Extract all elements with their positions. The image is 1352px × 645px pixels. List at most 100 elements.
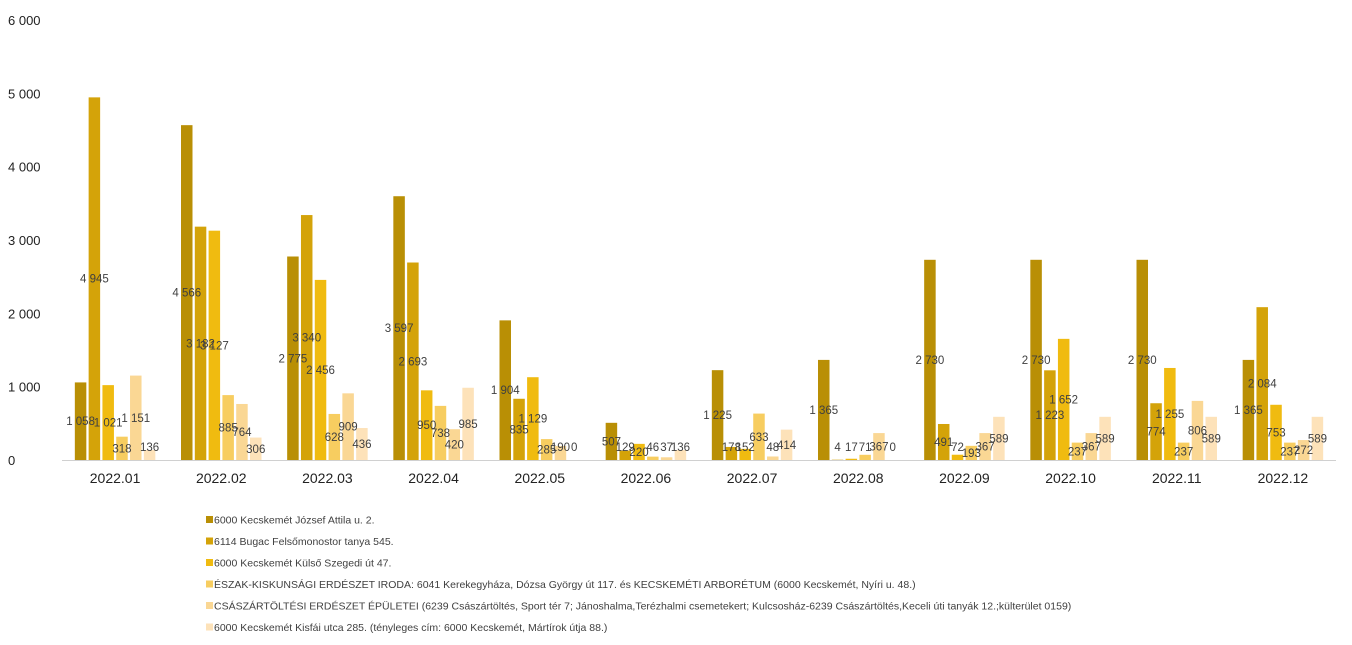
bar-value-label: 909: [339, 422, 358, 434]
bar: [924, 259, 936, 460]
bar: [979, 433, 991, 460]
bar-value-label: 4 945: [80, 274, 109, 286]
bar: [540, 439, 553, 460]
bar-value-label: 1 255: [1155, 409, 1184, 421]
bar: [780, 429, 793, 460]
bar-value-label: 414: [777, 440, 797, 452]
bar: [222, 395, 234, 460]
x-axis-labels: 2022.01 2022.02 2022.03 2022.04 2022.05 2022.…: [90, 470, 1309, 486]
bar-value-label: 237: [1068, 446, 1087, 458]
bar-value-label: 178: [722, 442, 741, 454]
bars: [74, 97, 1324, 460]
bar: [767, 456, 779, 460]
bar-value-label: 589: [1202, 433, 1221, 445]
x-tick-label: 2022.01: [90, 470, 141, 486]
bar: [499, 320, 511, 460]
bar-value-label: 48: [766, 442, 779, 454]
bar: [1085, 433, 1098, 460]
x-tick-label: 2022.10: [1045, 470, 1096, 486]
x-tick-label: 2022.09: [939, 470, 990, 486]
bar-value-label: 420: [445, 440, 464, 452]
bar: [739, 448, 751, 460]
bar: [102, 385, 114, 460]
bar: [1297, 440, 1310, 460]
bar-value-label: 4: [834, 442, 841, 454]
bar-value-label: 71: [859, 442, 872, 454]
bar-value-label: 2 730: [1128, 355, 1157, 367]
bar-value-label: 628: [325, 432, 344, 444]
bar-value-label: 2 084: [1248, 379, 1277, 391]
bar-value-label: 806: [1188, 425, 1207, 437]
bar: [937, 423, 950, 460]
y-tick-label: 2 000: [8, 306, 41, 321]
bar: [1099, 416, 1111, 460]
bar: [1057, 338, 1070, 460]
bar: [342, 393, 354, 460]
x-tick-label: 2022.12: [1258, 470, 1309, 486]
legend-swatch: [206, 559, 213, 566]
bar: [393, 196, 405, 460]
bar: [660, 457, 673, 460]
bar: [74, 382, 87, 460]
bar-value-label: 367: [1082, 442, 1101, 454]
bar-value-label: 633: [749, 432, 768, 444]
bar: [1136, 259, 1148, 460]
bar: [711, 370, 724, 460]
bar: [1311, 416, 1324, 460]
legend-swatch: [206, 623, 213, 631]
bar-value-label: 285: [537, 445, 556, 457]
bar-value-label: 1 365: [809, 405, 838, 417]
bar-value-label: 764: [232, 427, 252, 439]
bar-value-label: 589: [1308, 433, 1327, 445]
bar-value-label: 3 127: [200, 340, 229, 352]
y-tick-label: 4 000: [8, 160, 41, 175]
bar: [130, 375, 142, 460]
bar-value-label: 2 456: [306, 365, 335, 377]
bar-value-label: 1 058: [66, 416, 95, 428]
bar: [208, 230, 221, 460]
x-tick-label: 2022.08: [833, 470, 884, 486]
bar: [818, 359, 830, 460]
bar-value-label: 152: [736, 442, 755, 454]
legend-swatch: [206, 580, 213, 588]
bar: [420, 390, 433, 460]
bar-value-label: 136: [671, 442, 690, 454]
bar: [328, 413, 341, 460]
x-tick-label: 2022.07: [727, 470, 778, 486]
x-tick-label: 2022.06: [621, 470, 672, 486]
bar-value-label: 0: [571, 442, 577, 454]
bar: [88, 97, 101, 460]
bar: [143, 450, 156, 460]
bar-value-label: 318: [112, 443, 131, 455]
bar-value-label: 589: [1095, 433, 1114, 445]
bar: [1284, 442, 1296, 460]
x-tick-label: 2022.02: [196, 470, 247, 486]
bar: [951, 454, 964, 460]
bar-value-label: 0: [890, 442, 896, 454]
bar-value-label: 507: [602, 436, 621, 448]
bar-value-label: 3 597: [385, 323, 414, 335]
bar: [1044, 370, 1056, 460]
legend-label: 6000 Kecskemét Kisfái utca 285. (tényleg…: [214, 622, 607, 634]
bar: [250, 437, 262, 460]
bar-value-label: 1 223: [1035, 410, 1064, 422]
bar-value-label: 491: [934, 437, 953, 449]
legend-swatch: [206, 516, 213, 523]
bar-value-label: 272: [1294, 445, 1313, 457]
bar-value-label: 17: [845, 442, 858, 454]
bar: [287, 256, 299, 460]
bar-value-label: 1 151: [121, 413, 150, 425]
bar-value-label: 306: [246, 444, 265, 456]
bar-value-label: 1 652: [1049, 394, 1078, 406]
bar: [356, 428, 368, 460]
bar: [725, 446, 738, 460]
x-tick-label: 2022.04: [408, 470, 459, 486]
bar-value-label: 950: [417, 420, 436, 432]
bar-value-label: 367: [976, 442, 995, 454]
bar: [647, 456, 659, 460]
x-tick-label: 2022.03: [302, 470, 353, 486]
legend-label: 6114 Bugac Felsőmonostor tanya 545.: [214, 536, 394, 548]
bar: [1205, 416, 1217, 460]
bar-value-label: 3 340: [292, 333, 321, 345]
